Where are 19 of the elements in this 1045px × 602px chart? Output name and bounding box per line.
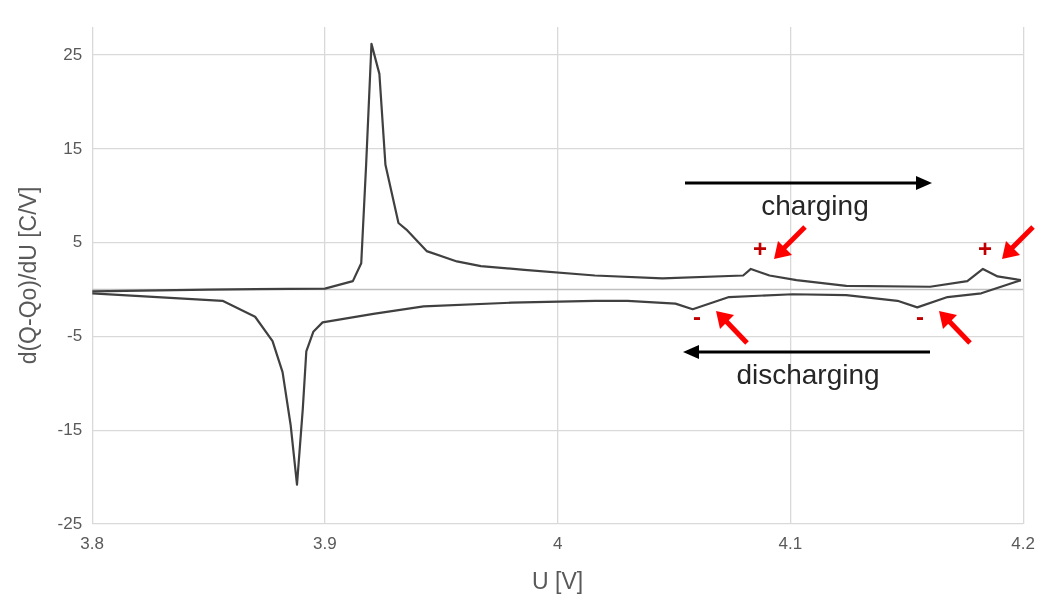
annotation: discharging bbox=[736, 358, 880, 390]
annotation: - bbox=[916, 302, 924, 330]
x-tick-label: 3.9 bbox=[313, 533, 337, 553]
y-tick-label: -25 bbox=[57, 513, 83, 533]
annotation: charging bbox=[761, 189, 869, 221]
x-axis-title: U [V] bbox=[532, 567, 584, 594]
y-axis-title: d(Q-Qo)/dU [C/V] bbox=[15, 186, 42, 365]
y-tick-label: 5 bbox=[72, 232, 83, 252]
x-tick-label: 4.2 bbox=[1011, 533, 1035, 553]
x-tick-label: 4 bbox=[552, 533, 563, 553]
y-tick-label: -15 bbox=[57, 419, 83, 439]
annotation: + bbox=[977, 234, 993, 262]
x-tick-label: 3.8 bbox=[80, 533, 104, 553]
y-tick-label: 15 bbox=[63, 138, 83, 158]
x-tick-label: 4.1 bbox=[778, 533, 803, 553]
annotation: - bbox=[693, 302, 701, 330]
annotation: + bbox=[752, 234, 768, 262]
y-tick-label: -5 bbox=[67, 326, 83, 346]
y-tick-label: 25 bbox=[63, 44, 83, 64]
